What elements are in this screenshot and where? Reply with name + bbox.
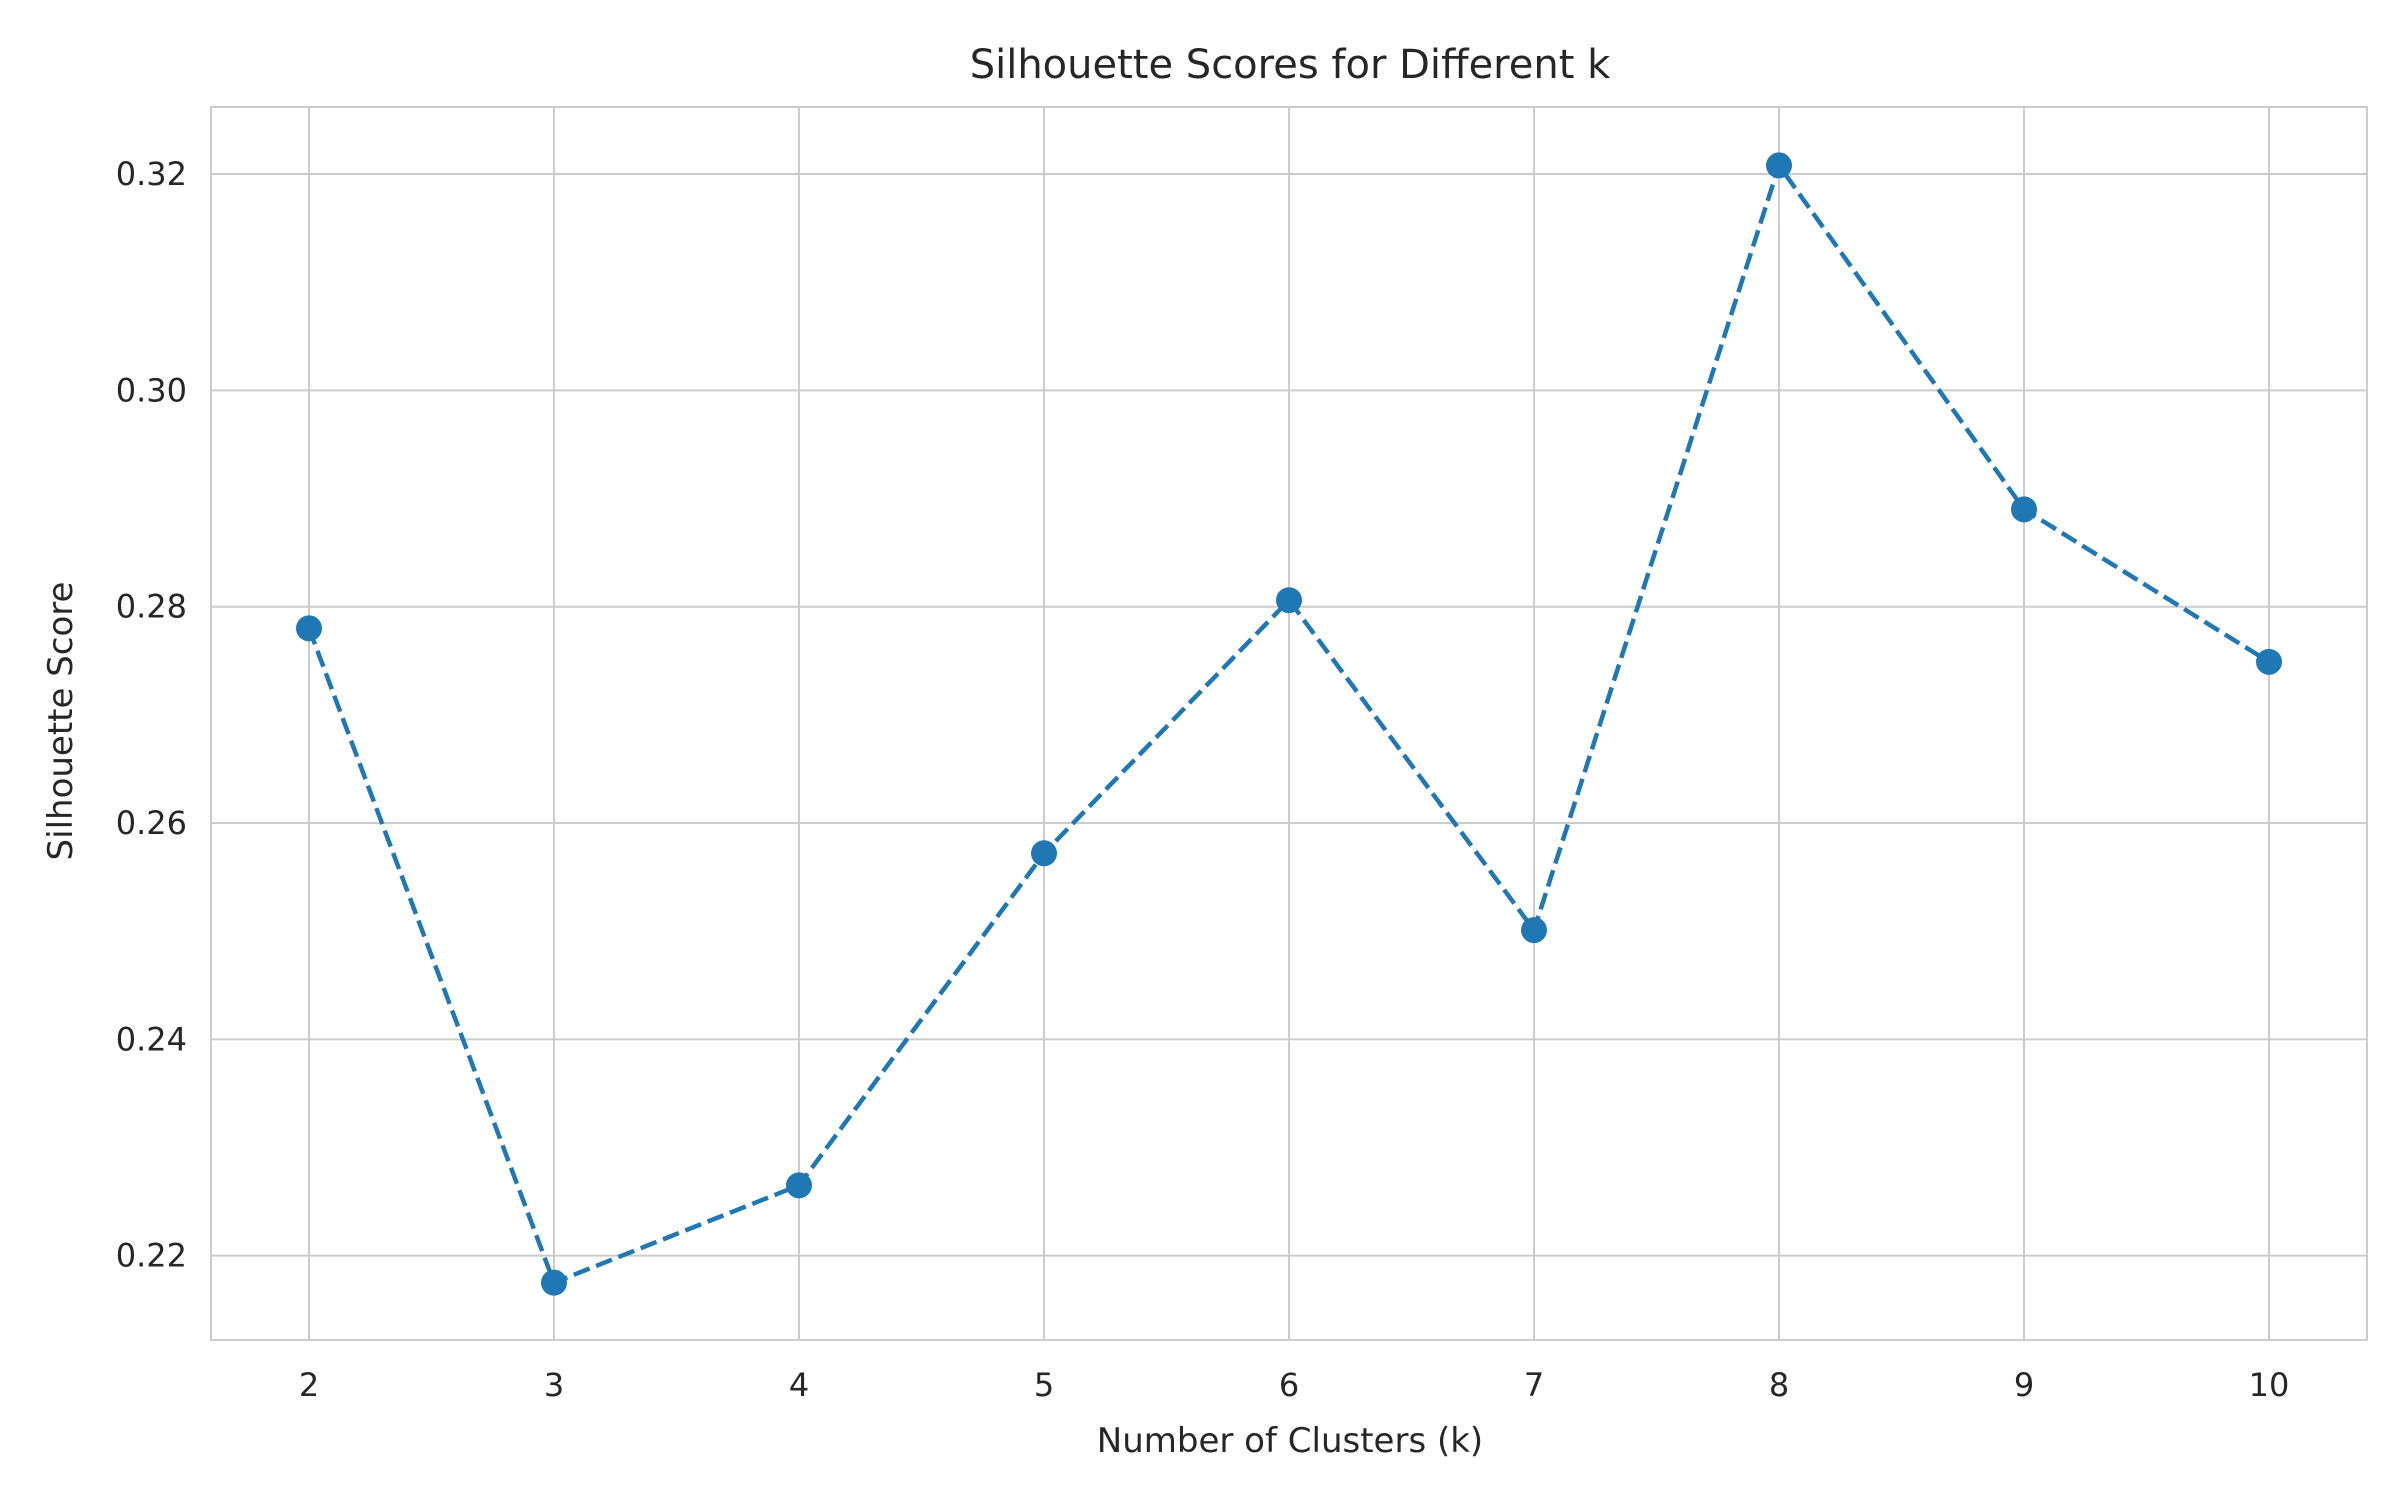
data-point-k-5 — [1031, 840, 1057, 867]
x-tick-label: 10 — [2249, 1366, 2290, 1404]
chart-title: Silhouette Scores for Different k — [970, 42, 1611, 88]
x-tick-label: 9 — [2014, 1366, 2034, 1404]
x-axis-label: Number of Clusters (k) — [1097, 1421, 1483, 1461]
data-point-k-3 — [541, 1269, 567, 1296]
y-axis-label: Silhouette Score — [41, 582, 81, 861]
y-tick-label: 0.26 — [116, 804, 187, 842]
x-tick-label: 8 — [1769, 1366, 1789, 1404]
y-tick-label: 0.32 — [116, 155, 187, 193]
x-axis-ticks: 2 3 4 5 6 7 8 9 10 — [299, 1366, 2290, 1404]
series-lines — [306, 163, 2271, 1285]
data-point-k-9 — [2011, 496, 2037, 523]
data-point-k-8 — [1766, 152, 1792, 179]
x-tick-label: 3 — [544, 1366, 564, 1404]
x-tick-label: 5 — [1034, 1366, 1054, 1404]
data-point-k-6 — [1276, 587, 1302, 614]
x-tick-label: 6 — [1279, 1366, 1299, 1404]
series-line — [306, 163, 2271, 1285]
data-point-k-10 — [2256, 648, 2282, 675]
y-tick-label: 0.30 — [116, 371, 187, 409]
data-point-k-4 — [786, 1172, 812, 1199]
data-point-k-7 — [1521, 917, 1547, 944]
x-tick-label: 2 — [299, 1366, 319, 1404]
y-tick-label: 0.28 — [116, 588, 187, 626]
y-tick-label: 0.24 — [116, 1020, 187, 1058]
x-tick-label: 7 — [1524, 1366, 1544, 1404]
y-axis-ticks: 0.22 0.24 0.26 0.28 0.30 0.32 — [116, 155, 187, 1275]
y-tick-label: 0.22 — [116, 1237, 187, 1275]
plot-frame — [210, 106, 2368, 1341]
x-tick-label: 4 — [789, 1366, 809, 1404]
data-points — [296, 152, 2282, 1296]
data-point-k-2 — [296, 615, 322, 642]
